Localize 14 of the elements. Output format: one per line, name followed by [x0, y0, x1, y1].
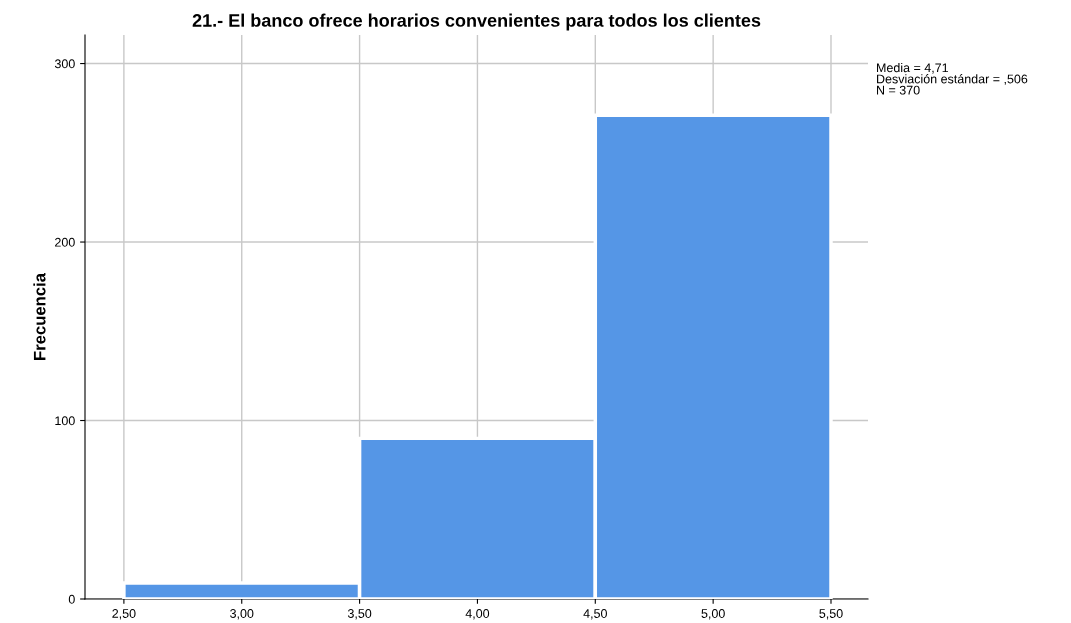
y-axis-title: Frecuencia — [33, 272, 46, 360]
chart-title: 21.- El banco ofrece horarios convenientes para todos los clientes — [192, 13, 761, 31]
text: Media = 4,71 Desviación estándar = ,506 N = 370 — [877, 63, 1028, 95]
x-tick-label: 4,50 — [583, 609, 607, 620]
y-tick-label: 100 — [55, 416, 75, 426]
x-tick-label: 4,00 — [465, 609, 490, 620]
x-tick-label: 2,50 — [112, 609, 136, 620]
y-tick-label: 300 — [54, 59, 75, 69]
x-tick-label: 5,50 — [819, 609, 843, 620]
x-tick-label: 3,50 — [347, 609, 372, 620]
x-tick-label: 3,00 — [230, 609, 254, 620]
y-tick-label: 0 — [68, 594, 75, 604]
y-tick-label: 200 — [55, 237, 75, 247]
x-tick-label: 5,00 — [701, 609, 725, 620]
